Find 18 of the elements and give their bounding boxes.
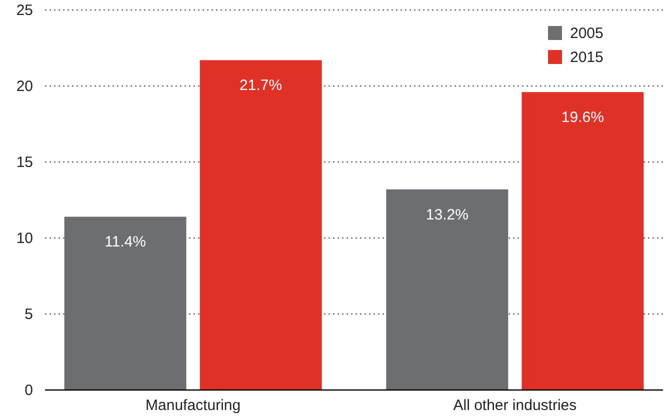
x-tick-label: Manufacturing — [146, 397, 241, 414]
bar — [522, 92, 644, 390]
bar — [64, 216, 186, 390]
data-label: 19.6% — [561, 109, 604, 126]
y-tick-label: 20 — [16, 78, 33, 95]
data-label: 13.2% — [426, 206, 468, 224]
y-tick-label: 0 — [24, 382, 33, 399]
bar — [386, 189, 508, 390]
y-tick-label: 5 — [24, 306, 33, 323]
legend-label: 2015 — [570, 49, 604, 66]
legend-label: 2005 — [570, 25, 604, 42]
data-label: 11.4% — [104, 234, 146, 251]
y-tick-label: 10 — [16, 230, 33, 247]
y-tick-label: 25 — [16, 2, 33, 19]
x-tick-label: All other industries — [453, 397, 577, 414]
y-tick-label: 15 — [16, 154, 33, 171]
data-label: 21.7% — [240, 77, 282, 94]
bar — [200, 60, 322, 390]
